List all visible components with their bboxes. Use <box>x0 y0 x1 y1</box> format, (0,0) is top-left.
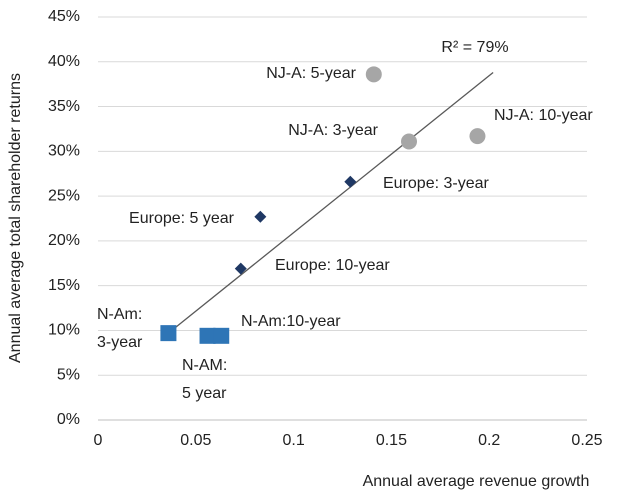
y-tick-label: 20% <box>48 232 80 249</box>
point-label: NJ-A: 5-year <box>266 65 356 82</box>
y-tick-label: 25% <box>48 187 80 204</box>
y-tick-label: 35% <box>48 98 80 115</box>
point <box>160 325 177 342</box>
x-tick-label: 0.2 <box>478 432 500 449</box>
x-tick-label: 0.25 <box>571 432 602 449</box>
x-tick-label: 0.1 <box>282 432 304 449</box>
point-label: NJ-A: 3-year <box>288 122 378 139</box>
trendline-label: R² = 79% <box>441 39 508 56</box>
y-tick-label: 10% <box>48 322 80 339</box>
y-tick-label: 30% <box>48 143 80 160</box>
point-label: N-AM: <box>182 357 227 374</box>
point-label: Europe: 5 year <box>129 210 235 227</box>
point-label: N-Am:10-year <box>241 313 341 330</box>
x-tick-label: 0.15 <box>376 432 407 449</box>
point <box>254 210 267 223</box>
y-tick-label: 0% <box>57 411 80 428</box>
point <box>365 66 382 83</box>
point <box>234 262 247 275</box>
y-tick-label: 45% <box>48 8 80 25</box>
point-label: NJ-A: 10-year <box>494 107 593 124</box>
x-tick-label: 0 <box>94 432 103 449</box>
point <box>199 327 216 344</box>
x-tick-label: 0.05 <box>180 432 211 449</box>
point <box>469 128 486 145</box>
y-tick-label: 5% <box>57 366 80 383</box>
point-label: Europe: 3-year <box>383 175 490 192</box>
point <box>344 175 357 188</box>
point-label: N-Am: <box>97 306 142 323</box>
y-axis-title: Annual average total shareholder returns <box>7 73 24 363</box>
point-label: Europe: 10-year <box>275 257 390 274</box>
point-label: 5 year <box>182 385 227 402</box>
trendline <box>168 72 494 334</box>
point <box>401 133 418 150</box>
x-axis-title: Annual average revenue growth <box>363 473 590 490</box>
point <box>213 327 230 344</box>
y-tick-label: 15% <box>48 277 80 294</box>
point-label: 3-year <box>97 334 143 351</box>
y-tick-label: 40% <box>48 53 80 70</box>
